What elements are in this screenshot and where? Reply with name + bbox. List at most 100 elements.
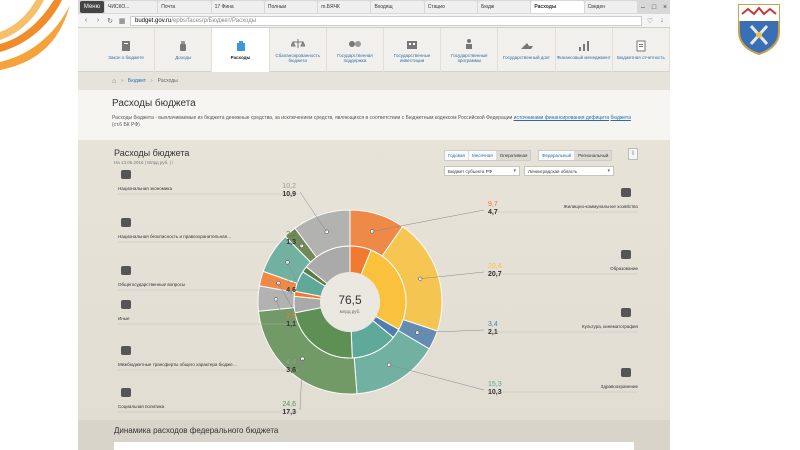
nav-item-label: Финансовый менеджмент (556, 55, 611, 60)
chart-total: 76,5 (338, 293, 362, 307)
deficit-sources-link[interactable]: источниками финансирования дефицита (513, 115, 610, 121)
nav-item-label: Бюджетная отчетность (617, 55, 665, 60)
category-label: Национальная безопасность и правоохранит… (118, 234, 232, 239)
period-tab-monthly[interactable]: Месячная (469, 151, 497, 160)
nav-item-label: Государственные программы (451, 52, 488, 63)
fact-value: 10,9 (282, 191, 296, 198)
fact-value: 4,7 (488, 209, 498, 216)
download-icon[interactable]: ⇩ (628, 148, 638, 160)
browser-tab[interactable]: m.БЯЧК (318, 1, 371, 13)
leader-line (278, 283, 301, 323)
factory-icon (121, 170, 131, 179)
nav-item[interactable]: Бюджетная отчетность (613, 28, 670, 72)
browser-tab[interactable]: Стацио (424, 1, 478, 13)
leader-line (299, 191, 327, 232)
browser-tab[interactable]: Сведен (584, 1, 637, 13)
browser-menu-button[interactable]: Меню (80, 1, 104, 13)
nav-item[interactable]: Закон о бюджете (98, 28, 156, 72)
nav-item-label: Государственная поддержка (337, 52, 373, 63)
theater-masks-icon (621, 308, 631, 317)
chevron-down-icon: ▾ (513, 168, 516, 174)
family-icon (121, 388, 131, 397)
income-jar-icon (180, 41, 187, 51)
chevron-down-icon: ▾ (607, 168, 610, 174)
fact-value: 3,6 (286, 367, 296, 374)
leader-line (420, 271, 485, 279)
nav-item[interactable]: Государственные программы (441, 28, 499, 72)
forward-icon[interactable]: › (96, 17, 100, 24)
leader-line (388, 364, 485, 391)
nav-item-label: Доходы (175, 55, 192, 60)
plan-value: 10,2 (282, 183, 296, 190)
government-building-icon (121, 266, 131, 275)
category-label: Культура, кинематография (582, 324, 639, 329)
address-bar: ‹ › ↻ ▦ budget.gov.ru/epbs/faces/p/Бюдже… (78, 14, 670, 28)
back-icon[interactable]: ‹ (84, 17, 88, 24)
category-label: Здравоохранение (601, 384, 639, 389)
nav-item[interactable]: Сбалансированность бюджета (270, 28, 327, 72)
category-label: Межбюджетные трансферты общего характера… (118, 362, 237, 367)
level-selector: Федеральный Региональный (538, 150, 613, 161)
nav-item[interactable]: Государственный долг (498, 28, 556, 72)
level-tab-federal[interactable]: Федеральный (539, 151, 576, 160)
browser-tab[interactable]: Входящ (371, 1, 424, 13)
management-chart-icon (578, 41, 589, 51)
download-arrow-icon[interactable]: ↓ (660, 17, 664, 24)
debt-hand-icon (520, 43, 533, 49)
slice-marker[interactable] (273, 297, 279, 302)
url-input[interactable]: budget.gov.ru/epbs/faces/p/Бюджет/Расход… (130, 15, 642, 26)
budget-link[interactable]: бюджета (610, 115, 631, 121)
page-description: Расходы бюджета - выплачиваемые из бюдже… (112, 115, 631, 128)
leader-line (287, 262, 301, 289)
fact-value: 20,7 (488, 271, 502, 278)
category-label: Общегосударственные вопросы (118, 282, 185, 287)
browser-tab[interactable]: Полныи (264, 1, 318, 13)
leader-line (299, 358, 303, 411)
category-label: Социальная политика (118, 404, 165, 409)
fact-value: 2,1 (488, 329, 498, 336)
maximize-icon[interactable]: □ (651, 3, 657, 11)
fact-value: 1,3 (286, 239, 296, 246)
medical-snake-icon (621, 368, 631, 377)
grid-icon[interactable]: ▦ (118, 17, 126, 25)
level-tab-regional[interactable]: Региональный (575, 151, 612, 160)
breadcrumb-item-budget[interactable]: Бюджет (127, 78, 146, 84)
breadcrumb-item-expenses: Расходы (157, 78, 178, 84)
reload-icon[interactable]: ↻ (107, 17, 113, 25)
plan-value: 20,4 (488, 263, 502, 270)
nav-item[interactable]: Финансовый менеджмент (556, 28, 613, 72)
region-select[interactable]: Ленинградская область ▾ (524, 166, 614, 176)
category-label: Жилищно-коммунальное хозяйство (563, 203, 638, 209)
expenses-icon (236, 41, 245, 51)
close-icon[interactable]: × (662, 3, 668, 11)
period-tab-yearly[interactable]: Годовая (445, 151, 469, 160)
home-icon[interactable]: ⌂ (112, 77, 117, 85)
browser-tab[interactable]: ЧИСКО... (105, 1, 158, 13)
leader-line (372, 209, 485, 232)
nav-item[interactable]: Доходы (155, 28, 213, 72)
handcuffs-icon (121, 218, 131, 227)
plan-value: 7,2 (286, 279, 296, 286)
nav-item[interactable]: Расходы (212, 28, 270, 72)
house-crane-icon (621, 188, 631, 197)
site-navigation: Закон о бюджете Доходы Расходы Сбалансирова… (78, 28, 670, 72)
fact-value: 10,3 (488, 389, 502, 396)
plan-value: 4,4 (286, 359, 296, 366)
browser-tab[interactable]: Почта (158, 1, 211, 13)
slice-marker[interactable] (285, 260, 290, 265)
nav-item[interactable]: Государственная поддержка (327, 28, 385, 72)
heart-icon[interactable]: ♡ (646, 17, 654, 25)
period-tab-operational[interactable]: Оперативная (496, 151, 531, 160)
minimize-icon[interactable]: – (641, 3, 645, 11)
leader-line (275, 299, 301, 369)
report-icon (636, 40, 646, 52)
browser-tab[interactable]: 17 Фина (211, 1, 264, 13)
nav-item[interactable]: Государственные инвестиции (384, 28, 442, 72)
browser-tab[interactable]: Расходы (531, 1, 584, 13)
nav-item-label: Государственный долг (503, 55, 551, 60)
browser-tab[interactable]: Бюдж (478, 1, 531, 13)
leader-line (299, 239, 303, 246)
budget-type-select[interactable]: Бюджет субъекта РФ ▾ (444, 166, 520, 176)
dynamics-panel (114, 442, 634, 450)
category-label: Национальная экономика (118, 186, 172, 191)
